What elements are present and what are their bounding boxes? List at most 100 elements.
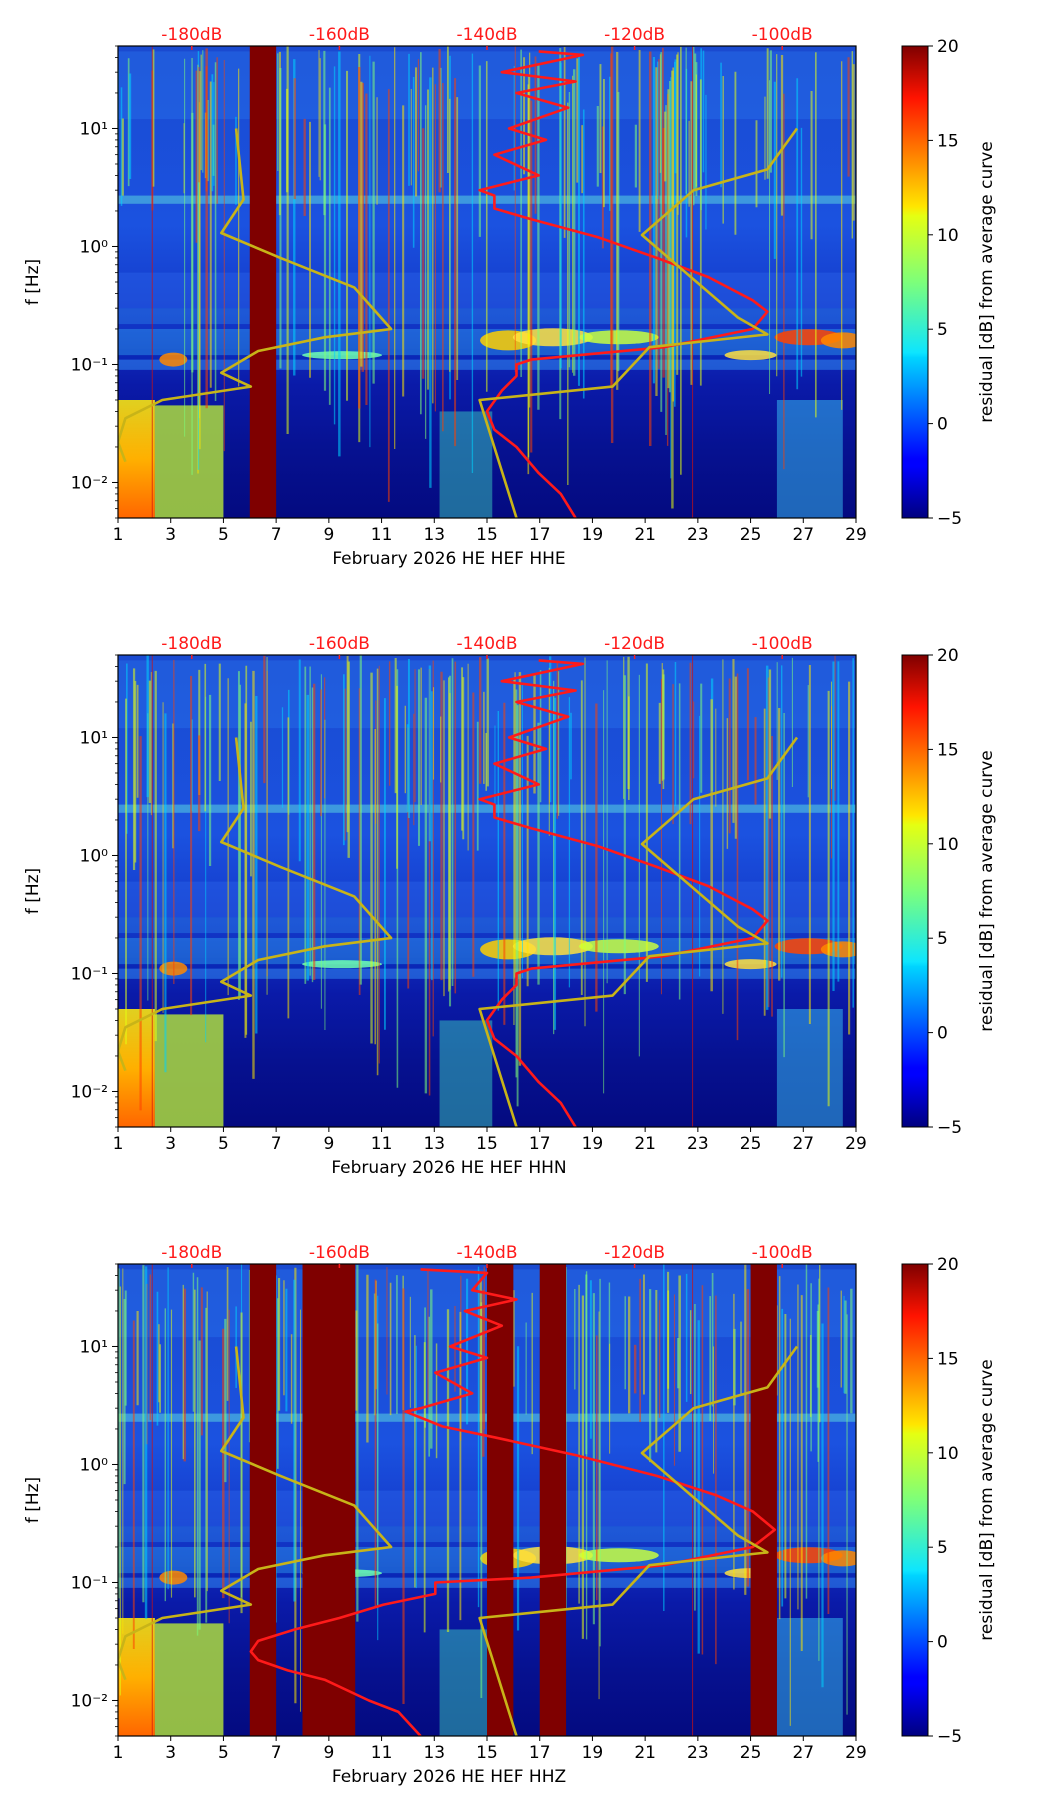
x-tick-label: 15 [476,1134,498,1154]
low-freq-region [776,400,843,518]
y-axis-label: f [Hz] [23,868,43,914]
colorbar-tick-label: −5 [937,509,962,529]
colorbar [901,654,929,1128]
db-scale-label: -120dB [604,1243,665,1263]
x-tick-label: 7 [271,1743,282,1763]
colorbar-tick-label: 10 [937,1444,959,1464]
x-tick-label: 21 [634,525,656,545]
db-scale-label: -180dB [161,634,222,654]
colorbar-tick-label: 0 [937,1633,948,1653]
x-tick-label: 15 [476,525,498,545]
colorbar-tick-label: 15 [937,740,959,760]
x-tick-label: 23 [687,1743,709,1763]
spectrogram [118,1264,856,1736]
x-tick-label: 1 [113,525,124,545]
colorbar-tick-label: 20 [937,646,959,666]
db-scale-label: -100dB [752,634,813,654]
x-tick-label: 17 [529,525,551,545]
y-axis-label: f [Hz] [23,1477,43,1523]
colorbar-tick-label: 10 [937,226,959,246]
spectral-band [118,917,856,934]
x-tick-label: 3 [165,1134,176,1154]
x-tick-label: 25 [740,1134,762,1154]
microseism-blob [724,350,777,361]
data-gap-band [487,1264,514,1736]
noise-model-curve [478,736,799,1127]
db-scale-label: -180dB [161,1243,222,1263]
noise-model-curve [118,1346,393,1681]
x-tick-label: 29 [845,1134,867,1154]
x-tick-label: 13 [423,525,445,545]
x-tick-label: 27 [792,1134,814,1154]
db-scale-label: -120dB [604,634,665,654]
low-freq-region [439,1629,493,1736]
spectrogram [118,46,856,518]
y-tick-label: 10¹ [80,119,108,139]
y-tick-label: 10⁰ [80,1455,109,1475]
low-freq-region [776,1618,843,1736]
x-tick-label: 23 [687,1134,709,1154]
x-tick-label: 9 [323,1134,334,1154]
x-tick-label: 7 [271,525,282,545]
y-tick-label: 10⁻² [71,473,108,493]
db-scale-label: -100dB [752,25,813,45]
y-tick-label: 10⁻¹ [71,355,108,375]
x-tick-label: 19 [582,1743,604,1763]
x-tick-label: 15 [476,1743,498,1763]
noise-model-curve [478,127,799,518]
panel-hhn: 1 3 5 7 9 11 13 15 17 19 21 23 25 27 2910⁻²10⁻¹10⁰10¹-… [23,634,997,1178]
colorbar [901,45,929,519]
db-scale-label: -160dB [309,25,370,45]
y-tick-label: 10¹ [80,1337,108,1357]
x-tick-label: 1 [113,1134,124,1154]
db-scale-label: -140dB [456,25,517,45]
colorbar-tick-label: 0 [937,415,948,435]
noise-model-curve [118,737,393,1072]
spectral-band [118,958,856,969]
x-tick-label: 11 [371,1134,393,1154]
db-scale-label: -160dB [309,634,370,654]
microseism-blob [512,937,593,956]
y-tick-label: 10⁰ [80,846,109,866]
x-tick-label: 13 [423,1743,445,1763]
x-tick-label: 25 [740,1743,762,1763]
x-tick-label: 29 [845,525,867,545]
colorbar-tick-label: −5 [937,1727,962,1747]
low-freq-hotspot [154,1623,224,1736]
colorbar-tick-label: −5 [937,1118,962,1138]
x-tick-label: 19 [582,1134,604,1154]
x-tick-label: 11 [371,525,393,545]
x-tick-label: 25 [740,525,762,545]
x-axis-label: February 2026 HE HEF HHN [331,1158,566,1178]
x-tick-label: 17 [529,1134,551,1154]
x-axis-label: February 2026 HE HEF HHE [332,549,565,569]
db-scale-label: -100dB [752,1243,813,1263]
noise-model-curve [118,128,393,463]
db-scale-label: -140dB [456,1243,517,1263]
colorbar-tick-label: 20 [937,37,959,57]
microseism-blob [820,1550,856,1567]
microseism-blob [578,1548,659,1563]
colorbar-label: residual [dB] from average curve [977,750,997,1031]
x-tick-label: 3 [165,525,176,545]
low-freq-region [439,411,493,518]
x-tick-label: 5 [218,1743,229,1763]
microseism-blob [578,939,659,954]
y-tick-label: 10⁻² [71,1691,108,1711]
spectral-band [118,968,856,979]
colorbar-tick-label: 15 [937,131,959,151]
x-tick-label: 13 [423,1134,445,1154]
db-scale-label: -160dB [309,1243,370,1263]
microseism-blob [820,941,856,958]
data-gap-band [750,1264,777,1736]
x-tick-label: 17 [529,1743,551,1763]
microseism-blob [159,1570,188,1585]
low-freq-region [439,1020,493,1127]
x-tick-label: 9 [323,525,334,545]
x-tick-label: 1 [113,1743,124,1763]
low-freq-region [776,1009,843,1127]
x-tick-label: 19 [582,525,604,545]
noise-model-curve [478,1345,799,1736]
colorbar-tick-label: 10 [937,835,959,855]
